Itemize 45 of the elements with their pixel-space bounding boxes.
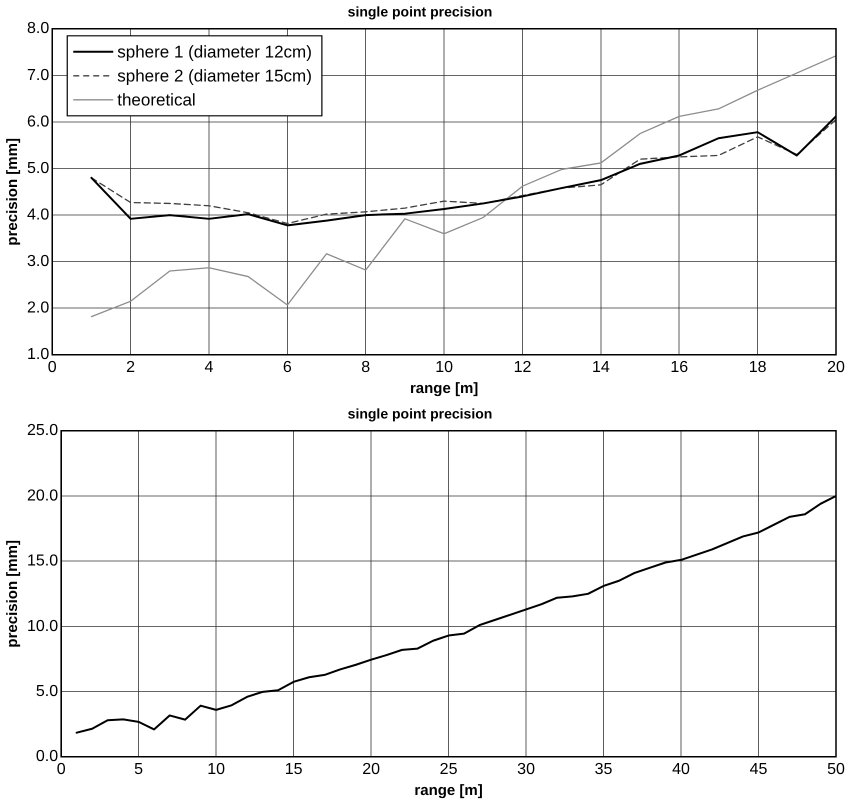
y-tick-label: 3.0: [26, 253, 50, 270]
x-tick-label: 10: [435, 358, 454, 376]
x-tick-label: 45: [750, 760, 768, 778]
x-tick-label: 18: [748, 358, 767, 376]
y-tick-label: 2.0: [26, 300, 50, 317]
y-axis-title: precision [mm]: [4, 540, 22, 648]
x-tick-label: 35: [594, 760, 613, 778]
x-tick-label: 25: [440, 760, 458, 778]
y-tick-label: 0.0: [36, 748, 58, 766]
y-tick-label: 25.0: [27, 422, 58, 440]
x-tick-label: 2: [126, 358, 136, 376]
x-tick-label: 12: [514, 358, 532, 376]
y-tick-label: 5.0: [26, 160, 50, 177]
legend-label: sphere 1 (diameter 12cm): [117, 42, 312, 62]
x-tick-label: 20: [827, 358, 845, 376]
x-tick-label: 50: [827, 760, 845, 778]
y-tick-label: 8.0: [26, 20, 50, 38]
x-axis-title: range [m]: [414, 782, 483, 800]
y-tick-label: 20.0: [27, 487, 58, 504]
y-tick-label: 6.0: [26, 113, 50, 130]
x-tick-label: 0: [56, 760, 66, 778]
x-tick-label: 6: [282, 358, 292, 376]
x-tick-label: 5: [134, 760, 144, 778]
legend-label: theoretical: [117, 90, 196, 110]
y-tick-label: 15.0: [27, 552, 58, 570]
x-tick-label: 10: [207, 760, 226, 778]
chart-title: single point precision: [348, 3, 492, 20]
x-tick-label: 40: [672, 760, 690, 778]
x-tick-label: 14: [592, 358, 610, 376]
legend-label: sphere 2 (diameter 15cm): [117, 66, 312, 86]
x-tick-label: 15: [284, 760, 303, 778]
x-tick-label: 20: [362, 760, 380, 778]
chart-title: single point precision: [348, 405, 492, 422]
x-tick-label: 4: [204, 358, 214, 376]
y-tick-label: 5.0: [36, 683, 58, 700]
y-tick-label: 7.0: [26, 66, 50, 84]
x-tick-label: 0: [48, 358, 57, 376]
x-tick-label: 16: [670, 358, 688, 376]
x-tick-label: 30: [517, 760, 536, 778]
y-axis-title: precision [mm]: [4, 138, 22, 246]
x-axis-title: range [m]: [410, 380, 478, 398]
y-tick-label: 4.0: [26, 206, 50, 224]
y-tick-label: 1.0: [26, 346, 50, 364]
y-tick-label: 10.0: [27, 618, 58, 635]
x-tick-label: 8: [361, 358, 370, 376]
